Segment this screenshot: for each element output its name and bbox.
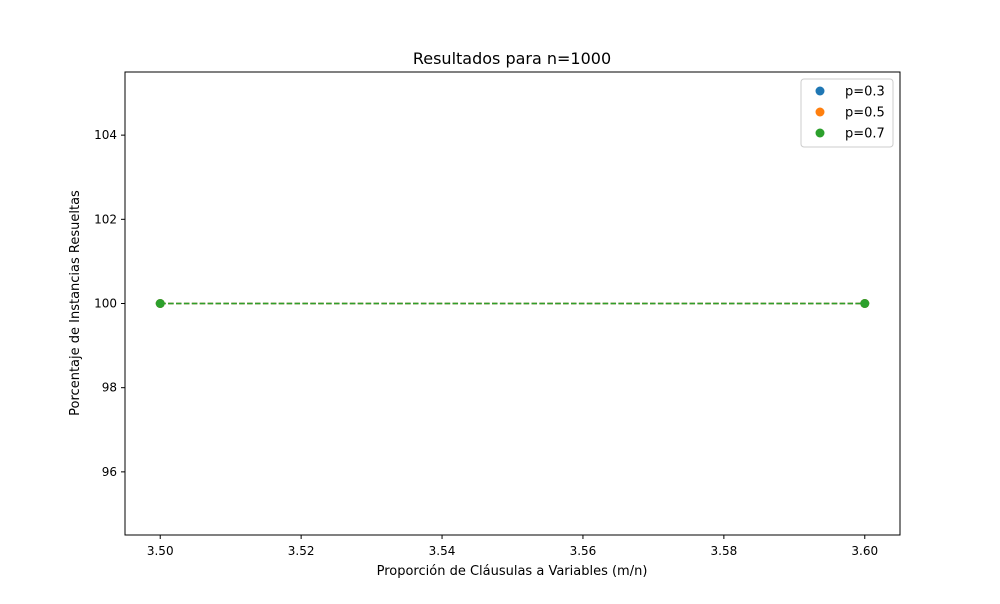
y-axis: 96 98 100 102 104	[94, 128, 125, 479]
y-tick-label: 104	[94, 128, 117, 142]
data-point-series-2	[155, 299, 165, 308]
x-tick-label: 3.56	[570, 544, 597, 558]
legend-box	[800, 78, 894, 148]
legend-items: p=0.3 p=0.5 p=0.7	[815, 85, 885, 142]
data-point-series-2	[860, 299, 870, 308]
legend-label: p=0.3	[845, 85, 885, 100]
chart-title: Resultados para n=1000	[413, 49, 611, 68]
legend-marker	[815, 86, 825, 96]
legend-marker	[815, 128, 825, 138]
x-axis: 3.50 3.52 3.54 3.56 3.58 3.60	[147, 535, 878, 558]
y-axis-label: Porcentaje de Instancias Resueltas	[68, 190, 83, 416]
y-tick-label: 98	[102, 381, 117, 395]
x-tick-label: 3.50	[147, 544, 174, 558]
x-tick-label: 3.54	[429, 544, 456, 558]
y-tick-label: 102	[94, 212, 117, 226]
series-layer	[155, 299, 870, 308]
legend-marker	[815, 107, 825, 117]
y-tick-label: 96	[102, 465, 117, 479]
y-tick-label: 100	[94, 297, 117, 311]
legend: p=0.3 p=0.5 p=0.7	[800, 78, 894, 148]
legend-label: p=0.7	[845, 127, 885, 142]
plot-area: 3.50 3.52 3.54 3.56 3.58 3.60 96 98 100 102 104	[94, 71, 901, 558]
x-tick-label: 3.60	[851, 544, 878, 558]
legend-label: p=0.5	[845, 106, 885, 121]
x-axis-label: Proporción de Cláusulas a Variables (m/n…	[377, 564, 648, 579]
x-tick-label: 3.58	[711, 544, 738, 558]
x-tick-label: 3.52	[288, 544, 315, 558]
